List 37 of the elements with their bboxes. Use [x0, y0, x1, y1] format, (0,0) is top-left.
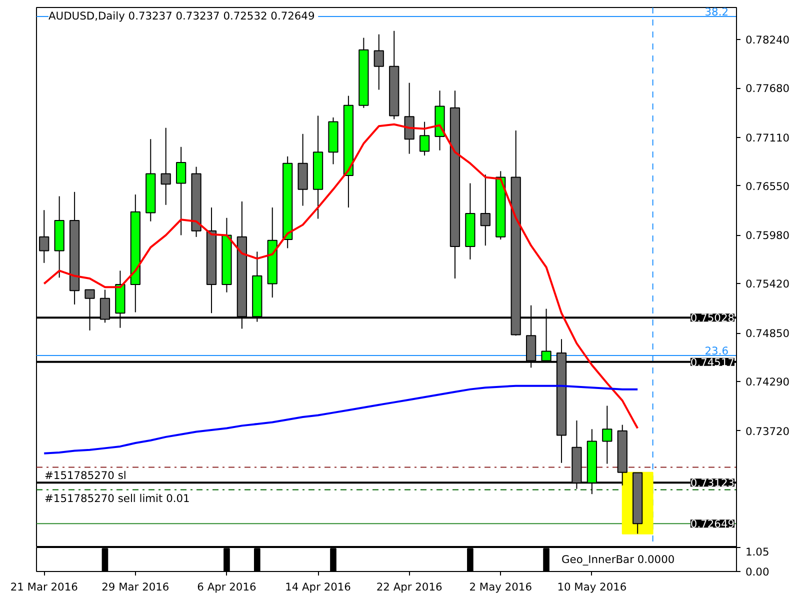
- chart-title: AUDUSD,Daily 0.73237 0.73237 0.72532 0.72649: [48, 10, 315, 22]
- x-tick-label: 2 May 2016: [469, 580, 532, 594]
- line-series: [43, 384, 639, 454]
- candlestick: [176, 146, 186, 236]
- x-tick-label: 29 Mar 2016: [102, 580, 170, 594]
- x-tick-label: 10 May 2016: [557, 580, 627, 594]
- candlestick: [39, 210, 50, 264]
- y-tick-label: 0.77680: [746, 82, 790, 96]
- ref-line-label: #151785270 sell limit 0.01: [44, 492, 190, 505]
- x-tick-label: 21 Mar 2016: [10, 580, 78, 594]
- y-tick-label: 0.76550: [746, 180, 790, 193]
- y-tick-label: 0.74850: [746, 327, 790, 340]
- ref-line-label: 0.73123: [690, 476, 735, 490]
- candlestick: [419, 121, 430, 156]
- y-tick-label: 1.05: [746, 546, 770, 558]
- x-tick-label: 14 Apr 2016: [285, 580, 352, 594]
- annotation: 38.2: [704, 6, 729, 19]
- candlestick: [480, 174, 490, 246]
- x-tick-label: 22 Apr 2016: [376, 580, 442, 594]
- y-tick-label: 0.00: [746, 566, 770, 578]
- ref-line-label: 0.72649: [690, 518, 735, 531]
- candlestick: [404, 82, 414, 154]
- ref-line-label: #151785270 sl: [44, 469, 126, 482]
- y-tick-label: 0.78240: [746, 34, 790, 47]
- candlestick: [160, 127, 171, 206]
- y-tick-label: 0.77110: [746, 131, 790, 144]
- y-tick-label: 0.74290: [746, 376, 790, 389]
- ref-line-label: 0.75028: [690, 312, 735, 325]
- ref-line-label: 0.74517: [690, 356, 735, 369]
- candlestick: [374, 34, 384, 90]
- y-tick-label: 0.75420: [746, 278, 790, 291]
- x-tick-label: 6 Apr 2016: [197, 580, 256, 594]
- y-tick-label: 0.73720: [746, 424, 790, 438]
- annotation: 23.6: [704, 344, 729, 358]
- candlestick: [602, 405, 612, 464]
- text: Geo_InnerBar 0.0000: [562, 553, 675, 566]
- y-tick-label: 0.75980: [746, 229, 790, 242]
